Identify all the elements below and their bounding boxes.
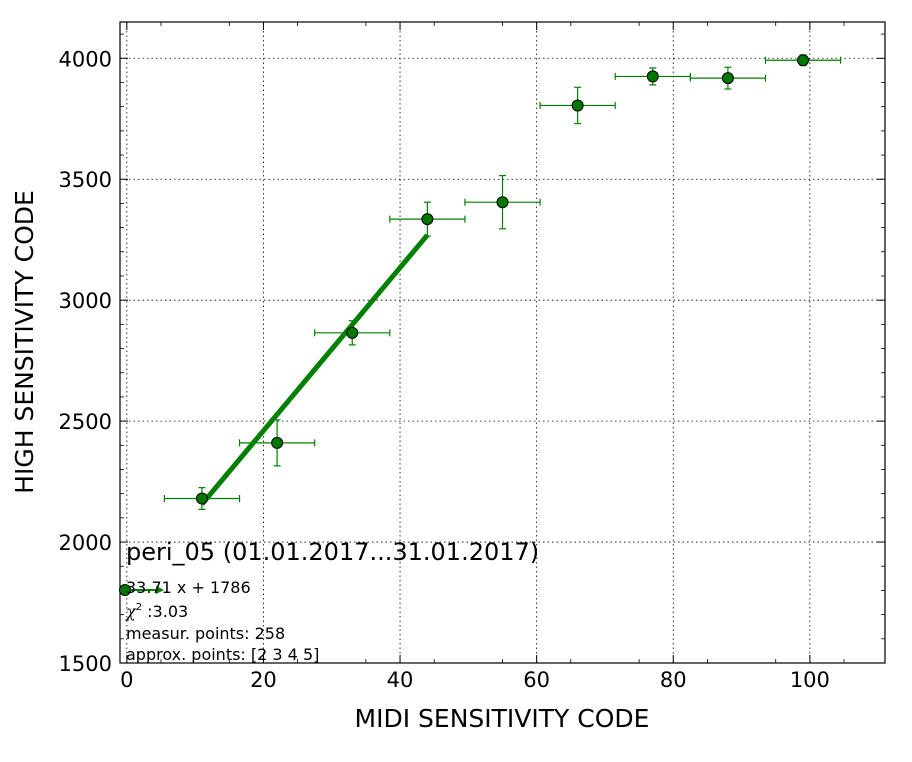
legend-marker	[119, 584, 131, 596]
y-tick-label: 4000	[59, 47, 112, 71]
data-point	[571, 99, 584, 112]
x-tick-label: 20	[250, 668, 277, 692]
plot-frame	[119, 21, 886, 664]
fit-line	[200, 233, 430, 506]
plot-area	[163, 54, 842, 511]
data-point	[797, 54, 810, 67]
y-tick-label: 3500	[59, 168, 112, 192]
legend-approx-points: approx. points: [2 3 4 5]	[126, 645, 319, 664]
x-axis-label: MIDI SENSITIVITY CODE	[355, 704, 650, 733]
data-point	[721, 72, 734, 85]
axis-ticks	[120, 22, 885, 664]
legend-fit-label: 33.71 x + 1786	[126, 578, 251, 597]
y-axis-label: HIGH SENSITIVITY CODE	[10, 190, 39, 494]
legend: 33.71 x + 1786 χ2 :3.03 measur. points: …	[119, 578, 319, 664]
data-point	[496, 196, 509, 209]
chi2-exponent: 2	[136, 602, 142, 613]
x-tick-label: 40	[387, 668, 414, 692]
chi2-symbol: χ	[125, 602, 137, 621]
x-tick-label: 60	[523, 668, 550, 692]
data-point	[421, 213, 434, 226]
chart-title: peri_05 (01.01.2017...31.01.2017)	[126, 538, 539, 566]
tick-labels: 0 20 40 60 80 100 1500 2000 2500 3000 3500 4000	[59, 47, 830, 692]
y-tick-label: 2000	[59, 531, 112, 555]
y-tick-label: 1500	[59, 652, 112, 676]
y-tick-label: 3000	[59, 289, 112, 313]
data-point	[346, 326, 359, 339]
data-point	[646, 70, 659, 83]
x-tick-label: 0	[120, 668, 133, 692]
x-tick-label: 100	[790, 668, 830, 692]
legend-measur-points: measur. points: 258	[126, 624, 285, 643]
legend-arrow-icon	[156, 586, 164, 594]
data-point	[271, 436, 284, 449]
x-tick-label: 80	[660, 668, 687, 692]
legend-chi2: χ2 :3.03	[125, 602, 188, 621]
data-point	[195, 492, 208, 505]
y-tick-label: 2500	[59, 410, 112, 434]
chi2-value: :3.03	[142, 602, 188, 621]
